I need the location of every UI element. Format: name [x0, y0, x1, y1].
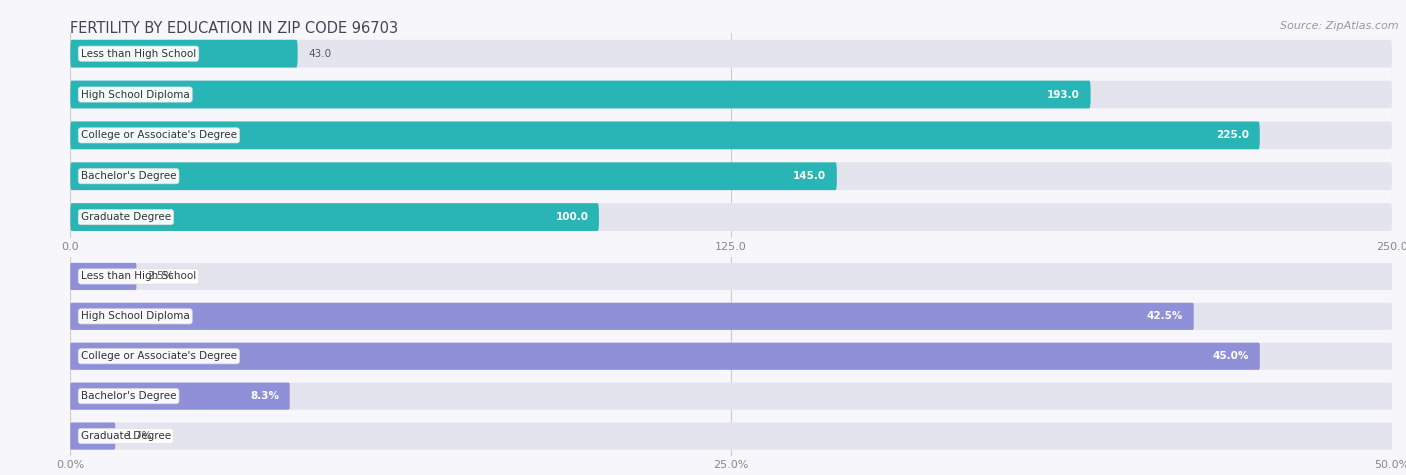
Text: 145.0: 145.0 [793, 171, 827, 181]
FancyBboxPatch shape [70, 40, 1392, 67]
Text: High School Diploma: High School Diploma [82, 89, 190, 100]
Text: Less than High School: Less than High School [82, 271, 195, 282]
Text: Graduate Degree: Graduate Degree [82, 212, 172, 222]
FancyBboxPatch shape [70, 122, 1392, 149]
FancyBboxPatch shape [70, 263, 136, 290]
FancyBboxPatch shape [70, 81, 1392, 108]
FancyBboxPatch shape [70, 382, 290, 410]
FancyBboxPatch shape [70, 422, 1392, 450]
Text: Source: ZipAtlas.com: Source: ZipAtlas.com [1281, 21, 1399, 31]
FancyBboxPatch shape [70, 422, 115, 450]
Text: 45.0%: 45.0% [1213, 351, 1249, 361]
Text: High School Diploma: High School Diploma [82, 311, 190, 322]
FancyBboxPatch shape [70, 382, 1392, 410]
Text: FERTILITY BY EDUCATION IN ZIP CODE 96703: FERTILITY BY EDUCATION IN ZIP CODE 96703 [70, 21, 398, 37]
Text: 42.5%: 42.5% [1147, 311, 1182, 322]
Text: Bachelor's Degree: Bachelor's Degree [82, 391, 176, 401]
Text: College or Associate's Degree: College or Associate's Degree [82, 351, 236, 361]
Text: College or Associate's Degree: College or Associate's Degree [82, 130, 236, 141]
FancyBboxPatch shape [70, 342, 1260, 370]
Text: 8.3%: 8.3% [250, 391, 280, 401]
FancyBboxPatch shape [70, 162, 1392, 190]
FancyBboxPatch shape [70, 162, 837, 190]
Text: Graduate Degree: Graduate Degree [82, 431, 172, 441]
Text: Less than High School: Less than High School [82, 48, 195, 59]
FancyBboxPatch shape [70, 203, 1392, 231]
FancyBboxPatch shape [70, 203, 599, 231]
FancyBboxPatch shape [70, 303, 1392, 330]
FancyBboxPatch shape [70, 342, 1392, 370]
FancyBboxPatch shape [70, 81, 1091, 108]
FancyBboxPatch shape [70, 40, 298, 67]
Text: 193.0: 193.0 [1047, 89, 1080, 100]
Text: 225.0: 225.0 [1216, 130, 1249, 141]
FancyBboxPatch shape [70, 122, 1260, 149]
Text: 2.5%: 2.5% [148, 271, 173, 282]
FancyBboxPatch shape [70, 263, 1392, 290]
Text: Bachelor's Degree: Bachelor's Degree [82, 171, 176, 181]
Text: 43.0: 43.0 [308, 48, 332, 59]
Text: 100.0: 100.0 [555, 212, 588, 222]
Text: 1.7%: 1.7% [125, 431, 152, 441]
FancyBboxPatch shape [70, 303, 1194, 330]
